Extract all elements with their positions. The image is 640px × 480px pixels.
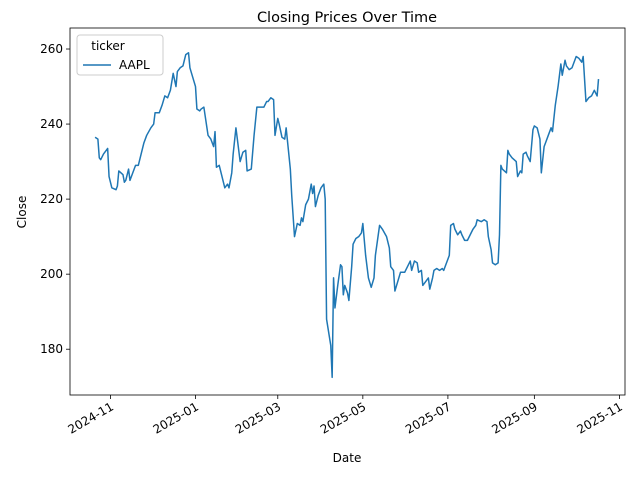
line-series [94, 52, 600, 379]
x-axis-label: Date [333, 451, 362, 465]
y-tick-label: 200 [40, 267, 63, 281]
y-tick-label: 240 [40, 117, 63, 131]
legend-title: ticker [91, 39, 125, 53]
legend-label: AAPL [119, 58, 150, 72]
y-tick-label: 180 [40, 342, 63, 356]
y-axis-label: Close [15, 196, 29, 229]
x-tick-label: 2025-09 [489, 399, 539, 436]
axes-frame [69, 27, 626, 396]
x-tick-label: 2025-03 [233, 399, 283, 436]
x-tick-label: 2025-11 [574, 399, 624, 436]
x-tick-label: 2025-07 [403, 399, 453, 436]
x-tick-label: 2025-01 [151, 399, 201, 436]
x-tick-label: 2025-05 [318, 399, 368, 436]
chart-title: Closing Prices Over Time [257, 10, 437, 26]
x-tick-label: 2024-11 [66, 399, 116, 436]
y-tick-label: 260 [40, 42, 63, 56]
y-tick-label: 220 [40, 192, 63, 206]
